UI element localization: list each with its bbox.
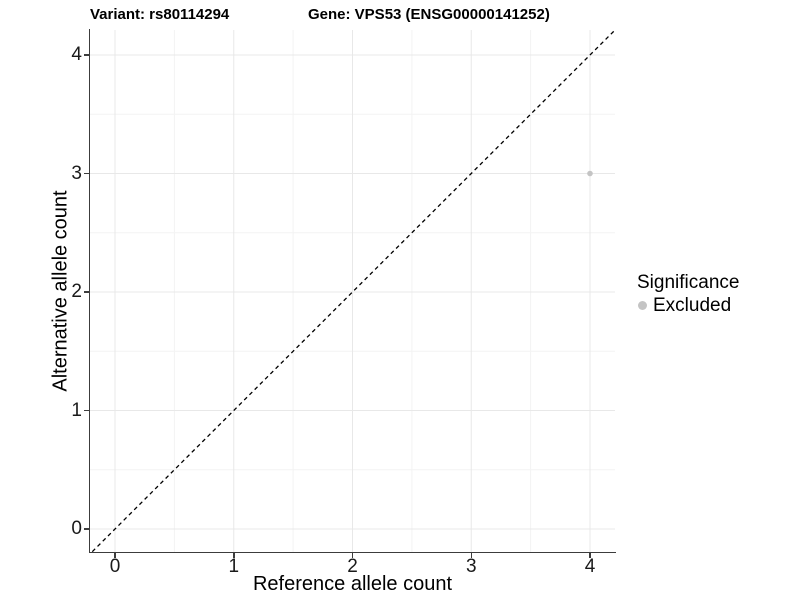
x-axis-tick xyxy=(351,553,354,558)
x-axis-title: Reference allele count xyxy=(252,573,452,595)
legend-items: Excluded xyxy=(637,294,739,317)
y-tick-label: 2 xyxy=(71,281,82,302)
x-axis-tick xyxy=(114,553,116,558)
x-tick-label: 3 xyxy=(465,556,477,577)
y-tick-label: 4 xyxy=(71,44,82,65)
data-point-excluded xyxy=(587,170,593,177)
legend-item-label: Excluded xyxy=(653,295,732,316)
x-axis-tick xyxy=(589,553,591,558)
x-axis-tick xyxy=(233,553,235,558)
x-tick-label: 4 xyxy=(584,556,596,577)
y-axis-line xyxy=(88,29,90,553)
plot-title-variant: Variant: rs80114294 xyxy=(90,6,230,23)
x-axis-line xyxy=(88,551,616,553)
legend: Significance Excluded xyxy=(637,271,739,317)
legend-key-dot xyxy=(638,301,647,310)
y-axis-tick xyxy=(83,54,89,56)
y-axis-tick xyxy=(83,409,89,412)
x-tick-label: 0 xyxy=(109,556,121,577)
legend-title: Significance xyxy=(637,272,740,293)
plot-title-gene: Gene: VPS53 (ENSG00000141252) xyxy=(308,6,550,23)
plot-canvas xyxy=(90,30,615,552)
y-axis-tick xyxy=(83,528,89,530)
plot-panel xyxy=(90,30,615,552)
x-tick-label: 1 xyxy=(228,556,240,577)
legend-item: Excluded xyxy=(637,294,739,317)
y-tick-label: 0 xyxy=(71,518,82,539)
identity-line xyxy=(91,30,615,552)
y-axis-tick xyxy=(83,172,89,175)
y-axis-tick xyxy=(83,291,89,293)
y-tick-label: 1 xyxy=(71,399,82,421)
y-tick-label: 3 xyxy=(71,162,82,184)
x-axis-tick xyxy=(470,553,472,558)
x-tick-label: 2 xyxy=(347,556,358,577)
